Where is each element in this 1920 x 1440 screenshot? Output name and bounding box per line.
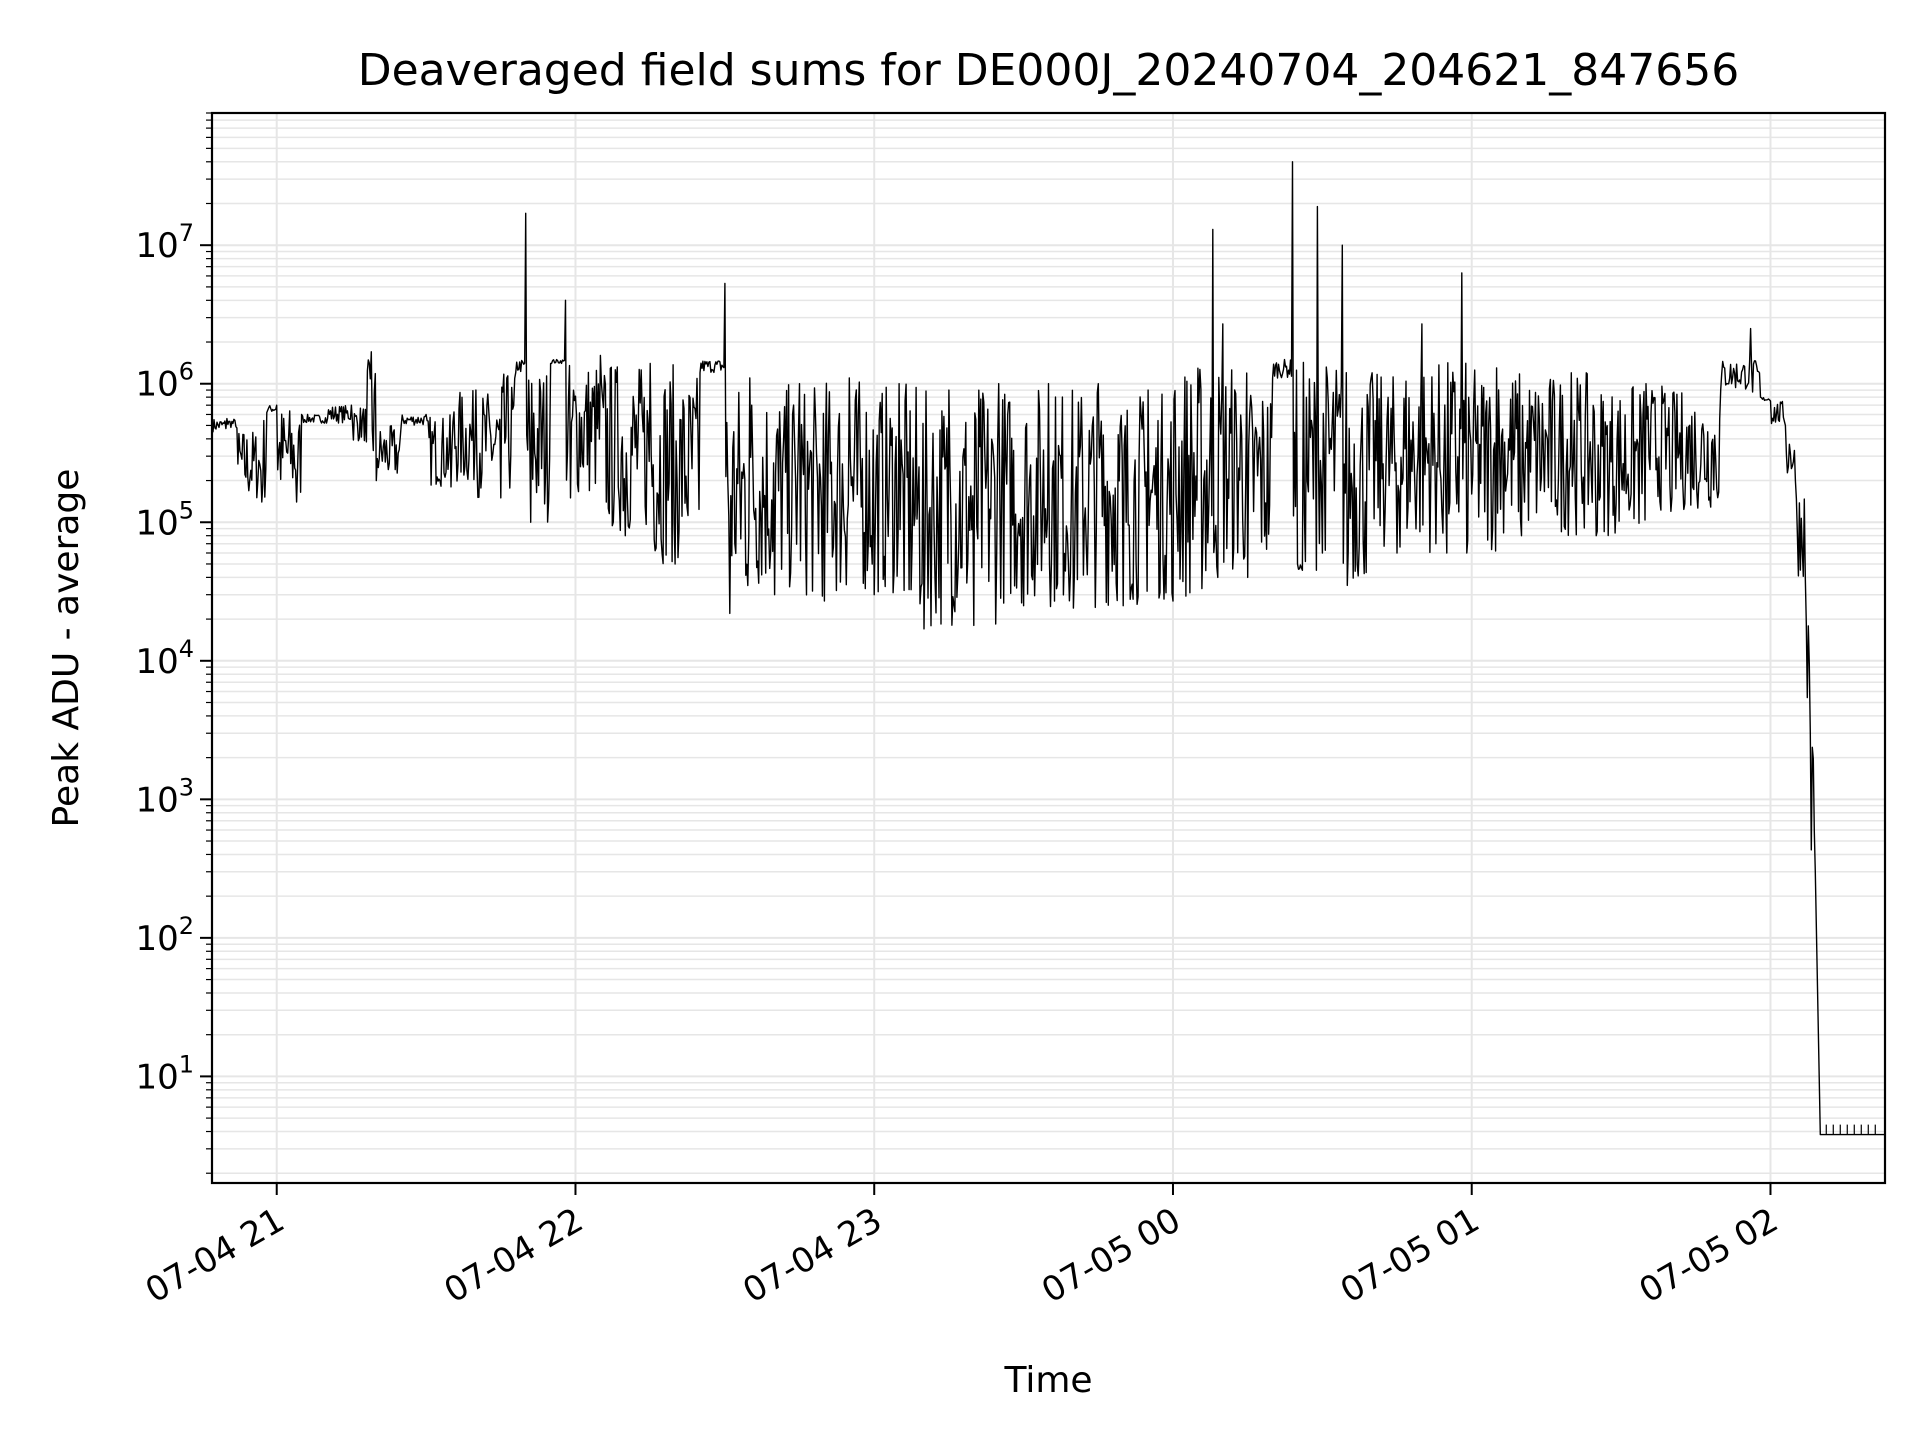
y-axis-label: Peak ADU - average xyxy=(46,469,87,828)
x-axis-label: Time xyxy=(1003,1360,1092,1401)
y-tick-label: 103 xyxy=(135,773,194,820)
y-tick-label: 101 xyxy=(135,1050,194,1097)
series-line xyxy=(212,161,1885,1136)
y-tick-label: 106 xyxy=(135,358,194,405)
chart-title: Deaveraged field sums for DE000J_2024070… xyxy=(358,45,1740,96)
axes-frame xyxy=(210,111,1887,1185)
y-tick-label: 107 xyxy=(135,219,194,266)
y-tick-label: 105 xyxy=(135,496,194,543)
y-tick-label: 104 xyxy=(135,635,194,682)
y-tick-label: 102 xyxy=(135,912,194,959)
series-area xyxy=(212,161,1885,1136)
grid xyxy=(212,112,1885,1183)
